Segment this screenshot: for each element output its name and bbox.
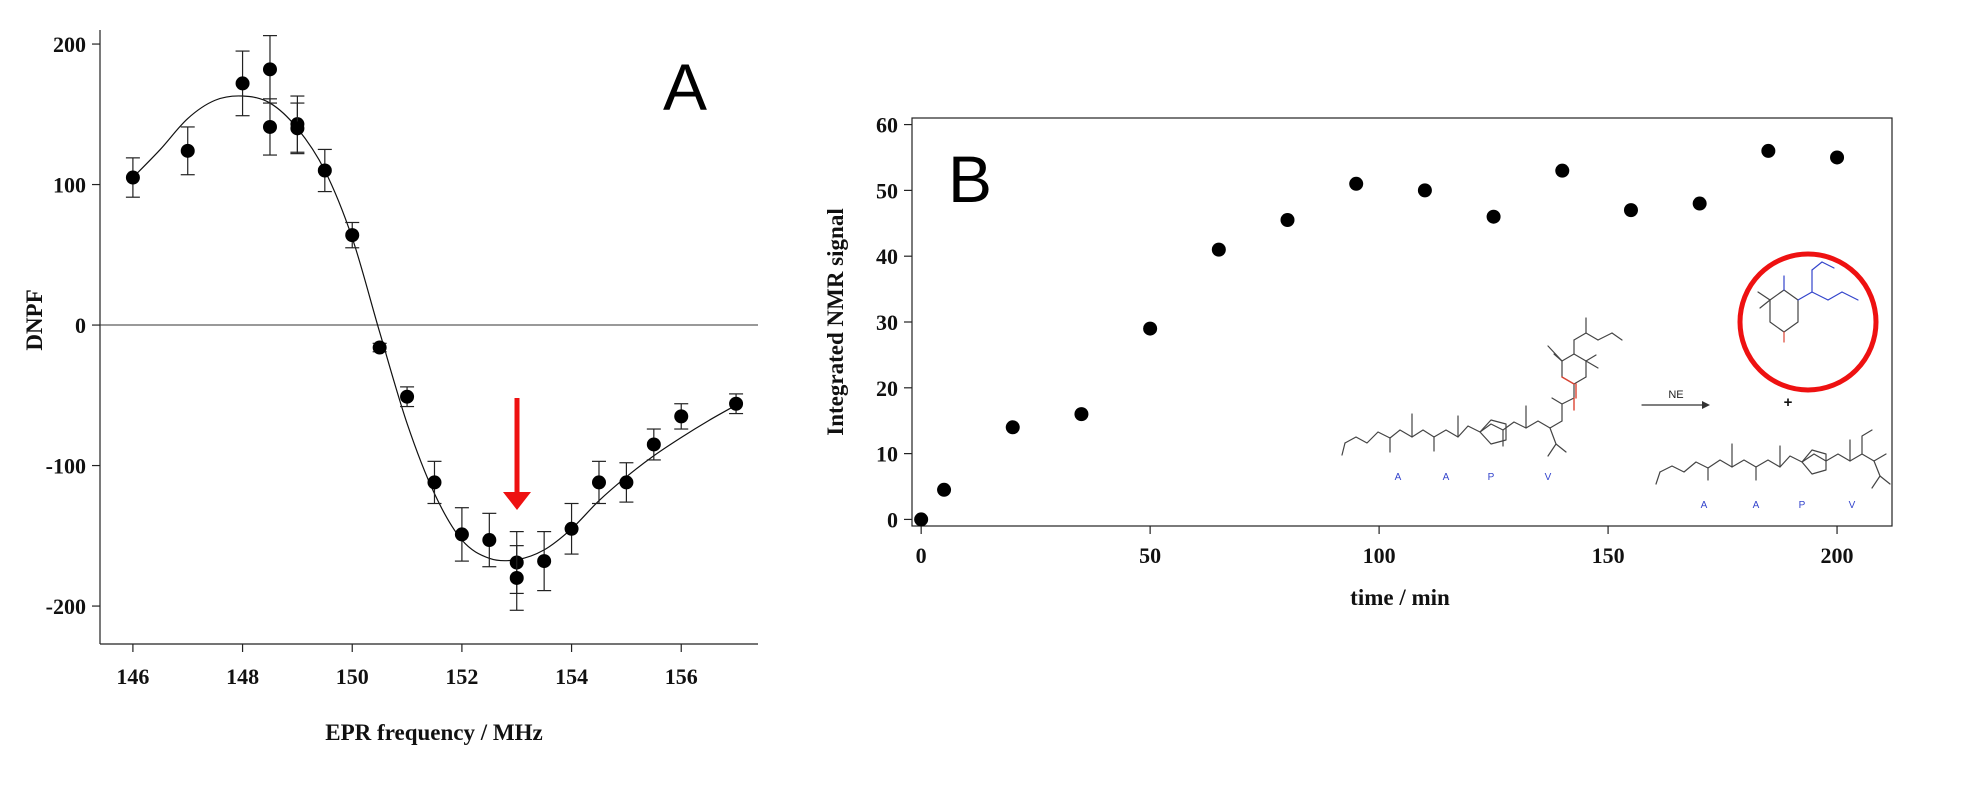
panel-b-ticks: 0 50 100 150 200 0 10 20 30 40 50 60	[876, 113, 1854, 568]
panel-a-data-point	[427, 475, 442, 490]
panel-b-data-point	[1074, 407, 1089, 422]
panel-b-y-label: Integrated NMR signal	[823, 208, 848, 435]
panel-b-points	[914, 143, 1845, 527]
residue-label-6: A	[1753, 500, 1760, 511]
panel-b-y-tick-label: 60	[876, 113, 898, 138]
panel-a-data-point	[454, 527, 469, 542]
panel-a-data-point	[345, 228, 360, 243]
panel-b-data-point	[1555, 163, 1570, 178]
residue-label-7: P	[1799, 500, 1806, 511]
panel-a-data-point	[262, 62, 277, 77]
panel-b-y-tick-label: 10	[876, 442, 898, 467]
panel-a-data-point	[537, 554, 552, 569]
panel-b-data-point	[1005, 420, 1020, 435]
panel-a-data-point	[180, 143, 195, 158]
panel-b-data-point	[914, 512, 929, 527]
panel-a-y-tick-label: 200	[53, 32, 86, 57]
panel-b-frame	[911, 117, 1893, 527]
panel-b-y-tick-label: 0	[887, 507, 898, 532]
panel-a-data-point	[400, 389, 415, 404]
nitroxide-structure	[1757, 261, 1859, 343]
residue-label-3: P	[1488, 472, 1495, 483]
panel-a-data-point	[674, 409, 689, 424]
panel-a-x-tick-label: 148	[226, 664, 259, 689]
reaction-label: NE	[1668, 389, 1683, 401]
panel-b-data-point	[1623, 203, 1638, 218]
highlight-circle	[1737, 251, 1879, 393]
panel-a-y-tick-label: -100	[46, 454, 86, 479]
panel-b-x-tick-label: 0	[916, 543, 927, 568]
panel-a-data-point	[235, 76, 250, 91]
red-arrow	[503, 398, 531, 510]
panel-b-x-tick-label: 50	[1139, 543, 1161, 568]
panel-a-data-point	[290, 121, 305, 136]
panel-a-data-point	[262, 119, 277, 134]
panel-b: 0 50 100 150 200 0 10 20 30 40 50 60 time / min Int…	[823, 113, 1893, 610]
panel-b-data-point	[1280, 213, 1295, 227]
panel-b-data-point	[1143, 321, 1158, 336]
panel-b-data-point	[1830, 150, 1845, 165]
panel-b-letter: B	[948, 142, 992, 216]
panel-a-x-label: EPR frequency / MHz	[325, 720, 542, 745]
panel-a-data-point	[619, 475, 634, 490]
panel-a-x-tick-label: 150	[336, 664, 369, 689]
residue-label-4: V	[1545, 472, 1552, 483]
right-peptide-structure	[1655, 429, 1891, 489]
panel-b-x-tick-label: 150	[1592, 543, 1625, 568]
panel-a-data-point	[317, 163, 332, 178]
panel-a-data-point	[125, 170, 140, 185]
panel-b-x-tick-label: 200	[1821, 543, 1854, 568]
panel-a-x-tick-label: 154	[555, 664, 588, 689]
panel-a-data-point	[482, 533, 497, 548]
panel-b-x-label: time / min	[1350, 585, 1450, 610]
panel-a: 146 148 150 152 154 156 200 100 0 -100 -200 EPR fr…	[22, 30, 758, 745]
panel-a-x-tick-label: 156	[665, 664, 698, 689]
panel-a-data-point	[509, 570, 524, 585]
panel-b-y-tick-label: 40	[876, 244, 898, 269]
panel-b-data-point	[937, 482, 952, 497]
panel-a-letter: A	[663, 50, 707, 124]
panel-b-data-point	[1486, 209, 1501, 224]
panel-b-x-tick-label: 100	[1363, 543, 1396, 568]
panel-a-y-tick-label: 0	[75, 313, 86, 338]
plus-sign: +	[1784, 394, 1793, 411]
panel-b-y-tick-label: 30	[876, 310, 898, 335]
panel-a-data-point	[729, 396, 744, 411]
panel-b-data-point	[1692, 196, 1707, 211]
left-peptide-structure	[1341, 317, 1623, 457]
panel-b-data-point	[1349, 176, 1364, 191]
panel-a-y-label: DNPF	[22, 289, 47, 350]
reaction-scheme: NE +	[1341, 251, 1891, 511]
residue-label-5: A	[1701, 500, 1708, 511]
panel-a-points	[125, 35, 744, 611]
panel-a-data-point	[646, 437, 661, 452]
panel-b-y-tick-label: 50	[876, 178, 898, 203]
panel-b-data-point	[1211, 242, 1226, 257]
panel-a-ticks: 146 148 150 152 154 156 200 100 0 -100 -200	[46, 32, 758, 689]
panel-b-y-tick-label: 20	[876, 376, 898, 401]
panel-a-y-tick-label: -200	[46, 594, 86, 619]
residue-labels: A A P V A A P V	[1395, 472, 1856, 511]
panel-a-x-tick-label: 146	[116, 664, 149, 689]
panel-b-data-point	[1761, 143, 1776, 158]
panel-a-y-tick-label: 100	[53, 173, 86, 198]
panel-a-data-point	[372, 340, 387, 355]
residue-label-8: V	[1849, 500, 1856, 511]
panel-b-data-point	[1417, 183, 1432, 198]
panel-a-data-point	[591, 475, 606, 490]
residue-label-1: A	[1395, 472, 1402, 483]
panel-a-x-tick-label: 152	[445, 664, 478, 689]
panel-a-data-point	[564, 521, 579, 536]
residue-label-2: A	[1443, 472, 1450, 483]
